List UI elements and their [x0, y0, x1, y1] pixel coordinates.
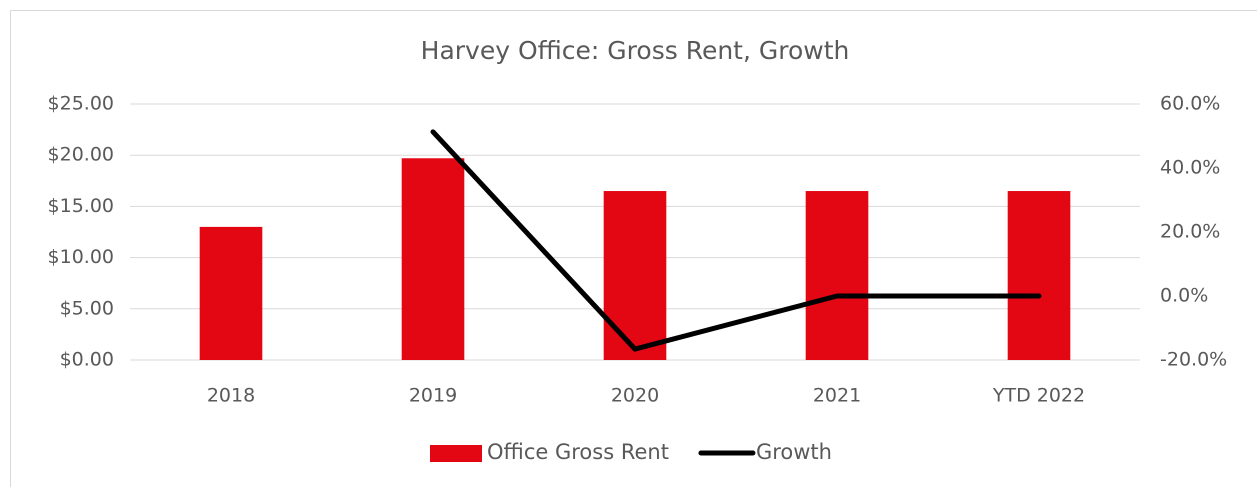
x-tick-label: 2021: [813, 385, 861, 407]
y-tick-label: $10.00: [48, 246, 114, 268]
line: [430, 129, 1042, 352]
legend-label: Growth: [756, 440, 832, 464]
bar: [805, 191, 869, 360]
bar: [199, 226, 263, 360]
x-tick-label: 2018: [207, 385, 255, 407]
x-tick-label: YTD 2022: [992, 385, 1085, 407]
bar: [603, 191, 667, 360]
y-tick-label: $25.00: [48, 93, 114, 115]
y-tick-label: $0.00: [60, 349, 114, 371]
bar: [1007, 191, 1071, 360]
y-tick-label: $15.00: [48, 195, 114, 217]
chart-title: Harvey Office: Gross Rent, Growth: [421, 36, 850, 65]
y2-tick-label: 20.0%: [1160, 221, 1220, 243]
y2-tick-label: 0.0%: [1160, 285, 1208, 307]
y2-tick-label: 60.0%: [1160, 93, 1220, 115]
y-tick-label: $20.00: [48, 144, 114, 166]
y2-tick-label: -20.0%: [1160, 349, 1227, 371]
legend-swatch: [430, 445, 482, 462]
x-tick-label: 2019: [409, 385, 457, 407]
y-tick-label: $5.00: [60, 297, 114, 319]
x-tick-label: 2020: [611, 385, 659, 407]
bar: [401, 158, 465, 360]
legend-label: Office Gross Rent: [487, 440, 669, 464]
y2-tick-label: 40.0%: [1160, 157, 1220, 179]
